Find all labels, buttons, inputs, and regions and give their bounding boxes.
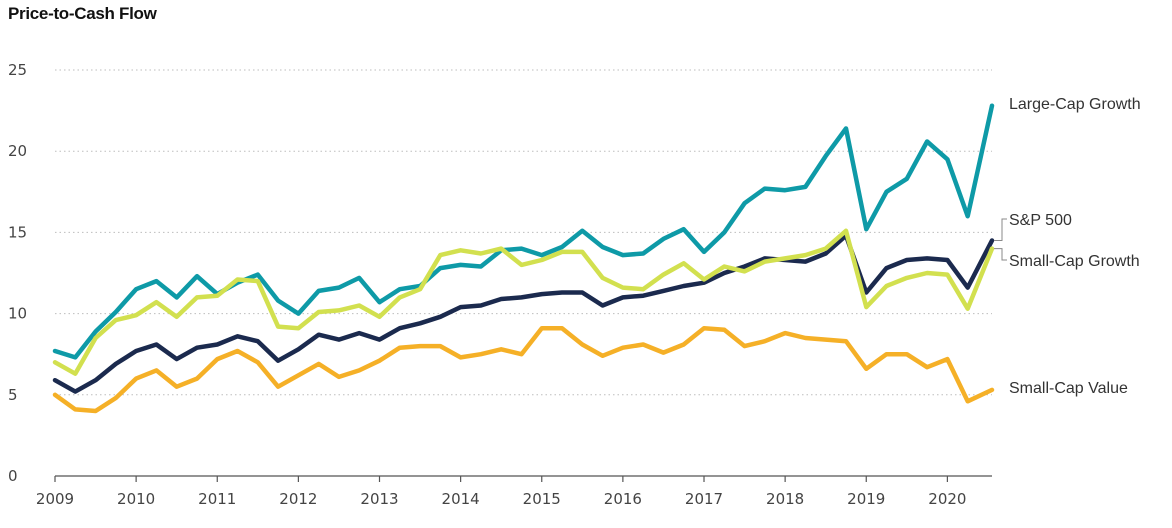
series-label: Small-Cap Growth [1009,253,1140,270]
x-tick-label: 2010 [117,490,155,508]
series-line-large-cap-growth [52,103,995,360]
series-lines [52,103,995,414]
y-tick-label: 10 [8,305,27,323]
y-tick-label: 25 [8,61,27,79]
x-tick-label: 2016 [604,490,642,508]
label-leader-line [994,248,1007,261]
x-tick-label: 2017 [685,490,723,508]
x-axis-tick-labels: 2009 2010 2011 2012 2013 2014 2015 2016 2017 2018… [36,476,966,508]
series-line-small-cap-growth [52,228,995,376]
series-label: S&P 500 [1009,212,1072,229]
y-tick-label: 5 [8,386,18,404]
series-line-s-p-500 [52,233,995,394]
series-label: Large-Cap Growth [1009,96,1141,113]
y-tick-label: 20 [8,142,27,160]
x-tick-label: 2018 [766,490,804,508]
grid-lines [55,69,992,477]
label-leader-line [994,218,1007,241]
x-tick-label: 2019 [847,490,885,508]
x-tick-label: 2015 [523,490,561,508]
series-labels: Large-Cap Growth S&P 500 Small-Cap Growth S… [994,96,1141,397]
x-tick-label: 2020 [928,490,966,508]
chart-title: Price-to-Cash Flow [8,4,157,23]
x-tick-label: 2011 [198,490,236,508]
x-tick-label: 2012 [279,490,317,508]
y-tick-label: 15 [8,223,27,241]
x-tick-label: 2009 [36,490,74,508]
series-label: Small-Cap Value [1009,380,1128,397]
x-tick-label: 2014 [442,490,480,508]
x-tick-label: 2013 [360,490,398,508]
series-line-small-cap-value [52,325,995,414]
y-tick-label: 0 [8,467,18,485]
y-axis-tick-labels: 0 5 10 15 20 25 [8,61,27,485]
